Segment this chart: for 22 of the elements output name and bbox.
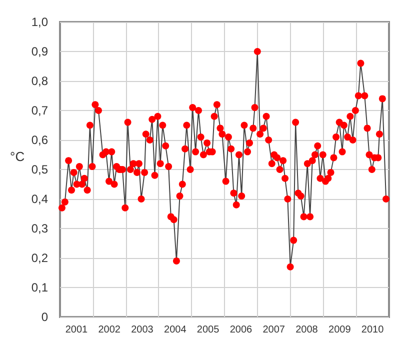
x-tick-label: 2009 (328, 324, 352, 336)
y-tick-label: 0,1 (31, 280, 48, 294)
x-tick-label: 2006 (230, 324, 253, 336)
x-tick-label: 2010 (361, 324, 384, 336)
y-axis-title: °C (10, 149, 25, 164)
x-tick-label: 2007 (262, 324, 286, 336)
y-tick-label: 0,5 (31, 162, 48, 176)
x-tick-label: 2003 (131, 324, 154, 336)
x-tick-label: 2001 (65, 324, 88, 336)
y-tick-label: 0,8 (31, 74, 48, 88)
x-tick-label: 2008 (296, 324, 318, 336)
y-tick-label: 0,3 (31, 222, 48, 236)
x-tick-label: 2005 (196, 324, 220, 336)
x-tick-label: 2004 (164, 324, 187, 336)
y-tick-label: 0 (41, 310, 48, 324)
y-tick-label: 0,4 (31, 192, 48, 206)
y-tick-label: 0,6 (31, 133, 48, 147)
y-tick-label: 0,7 (31, 104, 48, 118)
x-tick-label: 2002 (98, 324, 121, 336)
y-tick-label: 1,0 (31, 15, 48, 29)
y-tick-label: 0,2 (31, 251, 48, 265)
y-tick-label: 0,9 (31, 44, 48, 58)
